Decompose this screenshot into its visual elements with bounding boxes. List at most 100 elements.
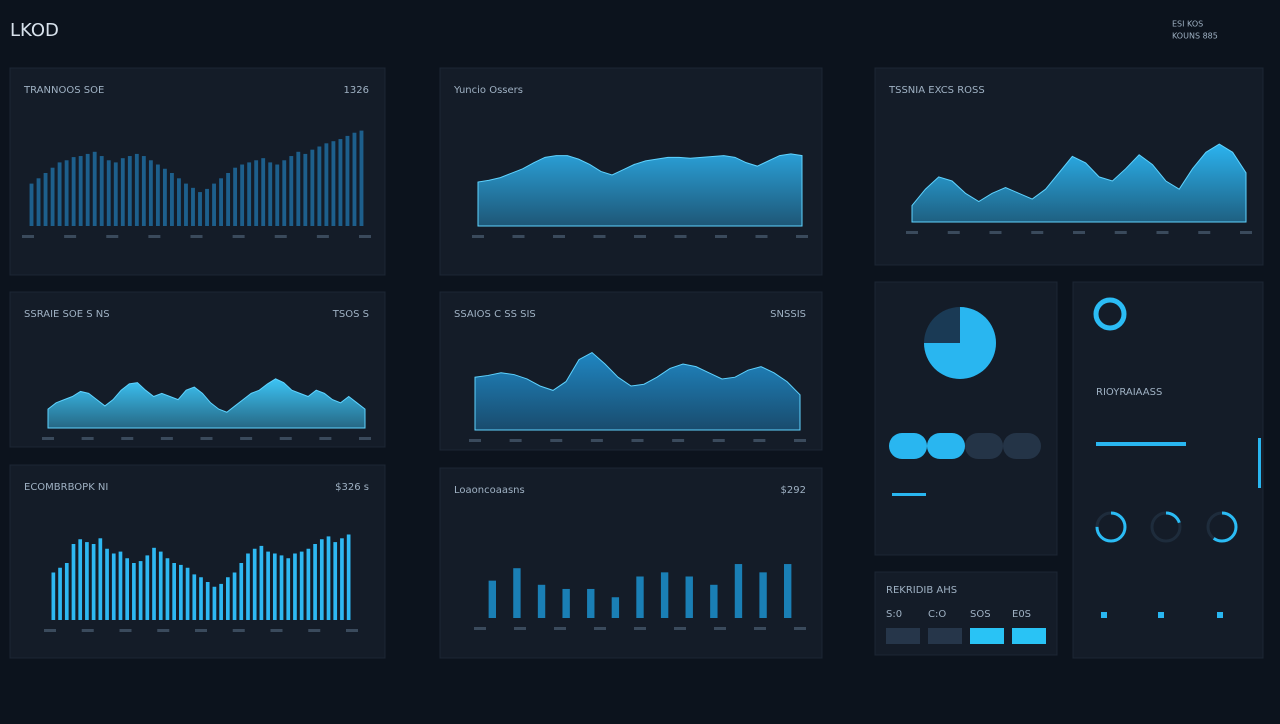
scroll bbox=[1258, 438, 1261, 488]
axis-label-placeholder bbox=[469, 439, 481, 442]
bar bbox=[660, 572, 669, 618]
axis-label-placeholder bbox=[319, 437, 332, 440]
axis-label-placeholder bbox=[81, 629, 94, 632]
panel-title: SSRAIE SOE S NS bbox=[24, 309, 110, 320]
bar bbox=[259, 545, 264, 620]
bar bbox=[303, 153, 308, 226]
bar bbox=[91, 544, 96, 620]
bar bbox=[240, 164, 245, 226]
area bbox=[477, 153, 803, 227]
button-label: C:O bbox=[928, 609, 946, 620]
bar bbox=[232, 572, 237, 620]
bar bbox=[162, 168, 167, 226]
axis-label-placeholder bbox=[44, 629, 56, 632]
axis-label-placeholder bbox=[553, 235, 565, 238]
bar bbox=[233, 167, 238, 226]
area bbox=[474, 351, 801, 431]
axis-label-placeholder bbox=[472, 235, 484, 238]
bar bbox=[759, 572, 767, 618]
bar bbox=[205, 188, 209, 226]
button-label: S:0 bbox=[886, 609, 902, 620]
bar bbox=[57, 162, 62, 226]
bar bbox=[513, 568, 521, 618]
axis-label-placeholder bbox=[316, 235, 329, 238]
axis-label-placeholder bbox=[308, 629, 321, 632]
button[interactable] bbox=[1012, 628, 1046, 644]
bar bbox=[78, 156, 83, 226]
bar-accent bbox=[892, 493, 926, 496]
bar bbox=[179, 564, 183, 620]
bar bbox=[106, 160, 111, 226]
axis-label-placeholder bbox=[906, 231, 918, 234]
pill bbox=[927, 433, 965, 459]
bar bbox=[268, 162, 273, 226]
pie-slice bbox=[924, 307, 996, 379]
axis-label-placeholder bbox=[474, 627, 486, 630]
bar bbox=[120, 158, 125, 226]
bar bbox=[685, 576, 693, 618]
axis-label-placeholder bbox=[754, 627, 766, 630]
axis-label-placeholder bbox=[1240, 231, 1252, 234]
axis-label-placeholder bbox=[22, 235, 34, 238]
axis-label-placeholder bbox=[119, 629, 132, 632]
bar bbox=[29, 183, 34, 226]
gauge-arc bbox=[1150, 511, 1182, 543]
axis-label-placeholder bbox=[1073, 231, 1085, 234]
bar bbox=[172, 563, 177, 620]
bar bbox=[326, 536, 331, 620]
panel bbox=[1072, 281, 1264, 659]
bar bbox=[488, 580, 496, 618]
bar bbox=[191, 187, 195, 226]
axis-label-placeholder bbox=[753, 439, 766, 442]
axis-label-placeholder bbox=[593, 235, 606, 238]
bar bbox=[212, 183, 216, 226]
axis-label-placeholder bbox=[674, 627, 686, 630]
axis-label-placeholder bbox=[634, 235, 646, 238]
dot bbox=[1101, 612, 1107, 618]
button[interactable] bbox=[886, 628, 920, 644]
bar bbox=[537, 584, 546, 618]
header-meta: ESI KOS bbox=[1172, 20, 1203, 29]
app-title: LKOD bbox=[10, 20, 59, 41]
bar bbox=[317, 146, 322, 226]
bar bbox=[98, 538, 103, 620]
axis-label-placeholder bbox=[512, 235, 525, 238]
axis-label-placeholder bbox=[947, 231, 960, 234]
button-label: SOS bbox=[970, 609, 991, 620]
bar bbox=[64, 160, 69, 226]
bar bbox=[92, 151, 97, 226]
dot bbox=[1158, 612, 1164, 618]
panel-value: SNSSIS bbox=[770, 309, 806, 320]
pill bbox=[889, 433, 927, 459]
axis-label-placeholder bbox=[509, 439, 522, 442]
bar bbox=[279, 555, 284, 620]
bar bbox=[85, 542, 89, 620]
panel-title: REKRIDIB AHS bbox=[886, 585, 957, 596]
bar bbox=[306, 548, 311, 620]
axis-label-placeholder bbox=[157, 629, 170, 632]
bar bbox=[192, 574, 197, 620]
bar bbox=[199, 577, 203, 620]
button[interactable] bbox=[928, 628, 962, 644]
bar bbox=[85, 153, 90, 226]
axis-label-placeholder bbox=[674, 235, 687, 238]
axis-label-placeholder bbox=[989, 231, 1002, 234]
panel-value: TSOS S bbox=[332, 309, 369, 320]
button-label: E0S bbox=[1012, 609, 1031, 620]
bar bbox=[71, 157, 76, 226]
axis-label-placeholder bbox=[794, 627, 806, 630]
axis-label-placeholder bbox=[1198, 231, 1211, 234]
bar bbox=[252, 548, 257, 620]
button[interactable] bbox=[970, 628, 1004, 644]
bar bbox=[127, 156, 132, 226]
bar bbox=[289, 156, 294, 226]
panel-title: ECOMBRBOPK NI bbox=[24, 482, 108, 493]
axis-label-placeholder bbox=[232, 629, 245, 632]
axis-label-placeholder bbox=[106, 235, 119, 238]
bar bbox=[784, 564, 792, 618]
panel-title: RIOYRAIAASS bbox=[1096, 387, 1162, 398]
bar bbox=[254, 160, 259, 226]
axis-label-placeholder bbox=[796, 235, 808, 238]
area bbox=[911, 143, 1247, 223]
